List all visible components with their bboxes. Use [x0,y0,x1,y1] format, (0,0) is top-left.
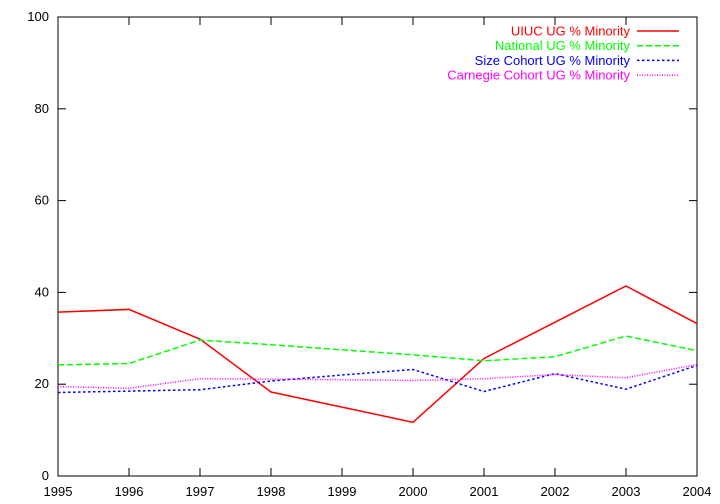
x-tick-label: 2002 [541,484,570,499]
y-tick-label: 40 [35,284,49,299]
x-tick-label: 1998 [257,484,286,499]
x-tick-label: 2003 [612,484,641,499]
y-tick-label: 100 [27,9,49,24]
y-axis-ticks: 0 20 40 60 80 100 [27,9,697,483]
y-tick-label: 20 [35,376,49,391]
series-line-3 [57,364,698,394]
x-tick-label: 1996 [115,484,144,499]
legend-label: Carnegie Cohort UG % Minority [447,68,630,83]
series-line-1 [57,285,698,424]
series-lines [57,285,698,424]
legend-label: National UG % Minority [495,38,631,53]
plot-frame [57,16,698,477]
x-tick-label: 2000 [399,484,428,499]
series-line-4 [57,363,698,390]
y-tick-label: 80 [35,101,49,116]
series-line-2 [57,335,698,366]
x-tick-label: 1997 [186,484,215,499]
x-tick-label: 2001 [470,484,499,499]
x-axis-ticks: 1995 1996 1997 1998 1999 2000 2001 2002 2003 2004 [44,17,712,499]
legend-label: UIUC UG % Minority [511,24,631,39]
y-tick-label: 0 [42,468,49,483]
legend-label: Size Cohort UG % Minority [475,53,631,68]
plot-border [57,16,698,477]
x-tick-label: 2004 [683,484,712,499]
x-tick-label: 1995 [44,484,73,499]
y-tick-label: 60 [35,193,49,208]
x-tick-label: 1999 [328,484,357,499]
